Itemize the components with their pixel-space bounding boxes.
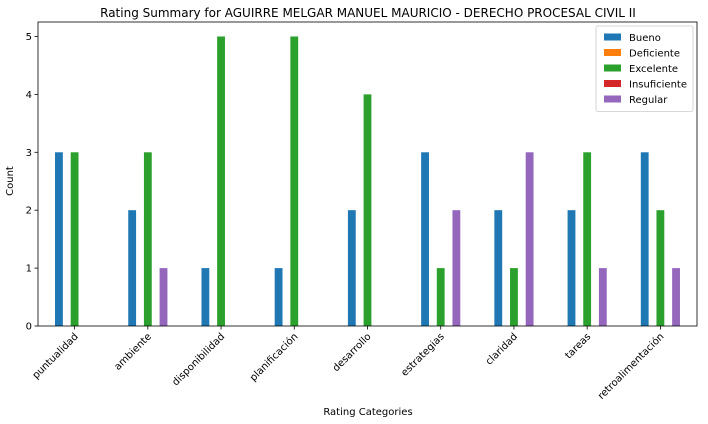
x-tick-label: puntualidad	[31, 331, 81, 381]
bar-bueno-7	[494, 210, 503, 326]
x-tick-label: claridad	[484, 331, 520, 367]
y-tick-label: 2	[26, 206, 32, 217]
bar-regular-2	[159, 268, 168, 326]
legend-swatch-insuficiente	[604, 80, 621, 87]
bar-bueno-3	[201, 268, 210, 326]
y-tick-label: 5	[26, 32, 32, 43]
x-tick-label: estrategias	[399, 331, 446, 378]
bar-excelente-7	[510, 268, 518, 326]
bar-bueno-6	[421, 152, 429, 326]
legend-label-excelente: Excelente	[629, 64, 678, 75]
x-tick-label: tareas	[563, 331, 593, 361]
legend: Bueno Deficiente Excelente Insuficiente Regu…	[595, 25, 694, 112]
bar-bueno-2	[128, 210, 137, 326]
bars-group	[55, 36, 680, 326]
x-tick-label: retroalimentación	[595, 331, 666, 402]
bar-regular-8	[598, 268, 607, 326]
bar-regular-7	[525, 152, 534, 326]
x-tick-label: disponibilidad	[170, 331, 227, 388]
y-tick-label: 1	[26, 264, 32, 275]
y-tick-label: 3	[26, 148, 32, 159]
x-axis-label: Rating Categories	[323, 407, 412, 418]
legend-label-bueno: Bueno	[629, 33, 661, 44]
bar-excelente-9	[656, 210, 665, 326]
x-tick-label: desarrollo	[331, 331, 374, 374]
bar-excelente-5	[363, 94, 372, 326]
bar-bueno-9	[640, 152, 649, 326]
bar-excelente-6	[436, 268, 445, 326]
bar-regular-6	[452, 210, 461, 326]
legend-label-regular: Regular	[629, 95, 668, 106]
bar-bueno-4	[274, 268, 283, 326]
bar-excelente-8	[583, 152, 592, 326]
chart-title: Rating Summary for AGUIRRE MELGAR MANUEL…	[100, 6, 636, 20]
bar-excelente-4	[290, 36, 299, 326]
bar-bueno-8	[567, 210, 576, 326]
y-axis-label: Count	[5, 166, 16, 196]
legend-box	[595, 25, 694, 112]
y-tick-label: 0	[26, 322, 32, 333]
legend-swatch-excelente	[604, 64, 621, 72]
bar-regular-9	[672, 268, 680, 326]
legend-swatch-regular	[604, 95, 621, 103]
legend-label-insuficiente: Insuficiente	[629, 80, 687, 91]
bar-excelente-2	[143, 152, 152, 326]
x-tick-label: planificación	[247, 331, 300, 384]
bar-bueno-1	[55, 152, 63, 326]
legend-label-deficiente: Deficiente	[629, 49, 680, 60]
y-tick-label: 4	[26, 90, 32, 101]
bar-excelente-1	[70, 152, 79, 326]
bar-excelente-3	[217, 36, 225, 326]
legend-swatch-bueno	[604, 33, 621, 41]
legend-swatch-deficiente	[604, 49, 621, 56]
x-tick-label: ambiente	[113, 331, 154, 372]
bar-bueno-5	[347, 210, 356, 326]
